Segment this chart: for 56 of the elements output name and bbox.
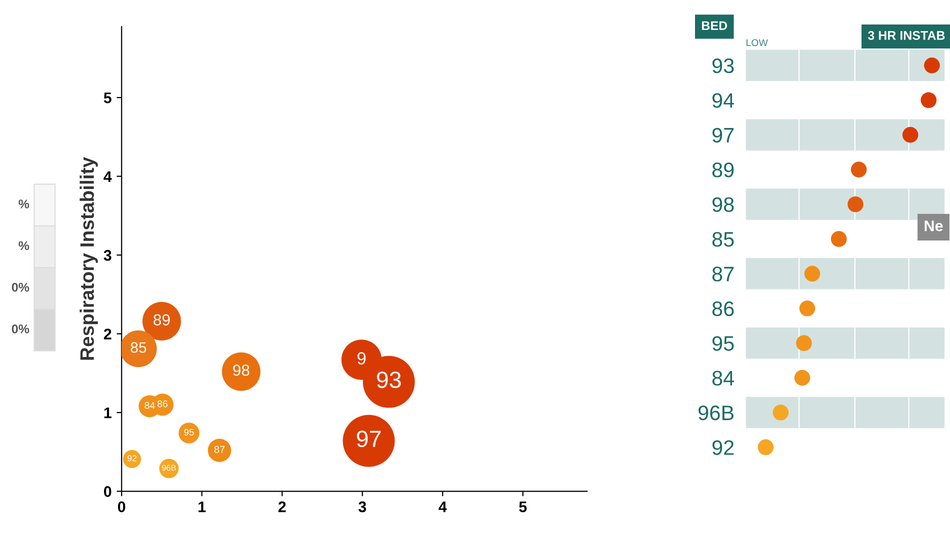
point <box>830 231 847 247</box>
point <box>758 439 774 456</box>
y-tick-label: 2 <box>104 328 112 340</box>
x-tick-label: 2 <box>278 501 286 512</box>
x-tick-label: 1 <box>198 502 206 512</box>
point <box>848 196 864 212</box>
y-tick-label: 89 <box>712 162 734 178</box>
point <box>772 404 789 420</box>
annotation: 96B <box>162 464 176 471</box>
point <box>920 92 937 108</box>
y-tick-label: 95 <box>712 336 734 351</box>
annotation: 87 <box>214 446 225 454</box>
y-tick-label: 4 <box>104 171 112 182</box>
annotation: Ne <box>924 220 943 232</box>
chart-title: 3 HR INSTAB <box>868 31 945 40</box>
annotation: 84 <box>144 402 155 409</box>
y-tick-label: 1 <box>104 408 112 418</box>
point <box>804 266 820 282</box>
point <box>902 126 918 143</box>
text: % <box>18 200 30 208</box>
annotation: 89 <box>154 314 170 326</box>
annotation: 9 <box>358 352 366 364</box>
x-tick-label: 0 <box>118 501 126 512</box>
y-tick-label: 87 <box>712 266 734 282</box>
text: % <box>18 241 30 250</box>
text: 0% <box>12 282 30 292</box>
point <box>796 335 812 352</box>
y-tick-label: 98 <box>712 197 734 212</box>
point <box>794 370 810 386</box>
x-tick-label: 5 <box>519 502 527 512</box>
annotation: 95 <box>184 428 194 436</box>
y-tick-label: 86 <box>712 301 734 316</box>
text: 0% <box>12 324 30 334</box>
y-tick-label: 5 <box>104 92 112 104</box>
point <box>799 300 816 316</box>
y-axis-title: BED <box>702 21 728 30</box>
y-tick-label: 84 <box>712 370 734 386</box>
annotation: 97 <box>356 430 381 448</box>
annotation: 92 <box>128 455 136 462</box>
y-tick-label: 97 <box>712 128 734 143</box>
point <box>850 162 867 178</box>
annotation: 86 <box>158 400 168 408</box>
x-tick-label: 4 <box>438 502 447 512</box>
y-tick-label: 96B <box>698 406 734 420</box>
text: LOW <box>746 39 768 46</box>
y-axis-title: Respiratory Instability <box>80 156 98 360</box>
y-tick-label: 92 <box>712 440 734 455</box>
x-tick-label: 3 <box>358 501 366 512</box>
annotation: 85 <box>130 342 146 353</box>
y-tick-label: 3 <box>104 250 112 261</box>
annotation: 98 <box>233 364 250 376</box>
y-tick-label: 85 <box>712 232 734 247</box>
y-tick-label: 93 <box>712 58 734 74</box>
annotation: 93 <box>376 372 401 388</box>
y-tick-label: 0 <box>104 486 112 497</box>
y-tick-label: 94 <box>712 93 734 108</box>
